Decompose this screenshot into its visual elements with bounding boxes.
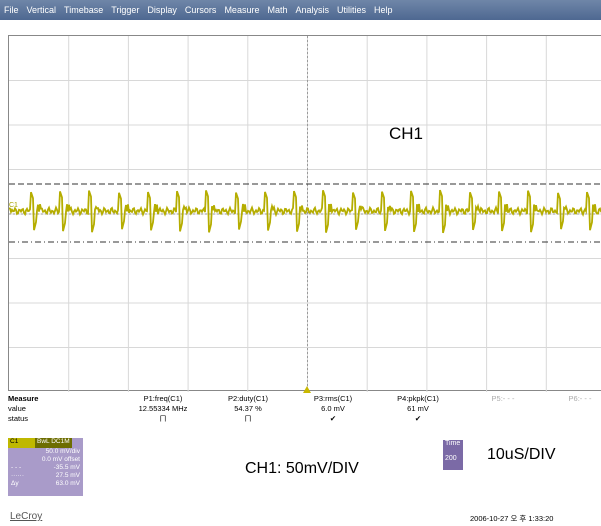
menu-trigger[interactable]: Trigger [111, 5, 140, 15]
cursor1-value: -35.5 mV [53, 464, 80, 471]
delta-y-value: 63.0 mV [55, 480, 80, 487]
volts-per-div: 50.0 mV/div [45, 448, 80, 455]
measure-table: Measure P1:freq(C1) P2:duty(C1) P3:rms(C… [8, 394, 601, 434]
trigger-position-icon[interactable] [303, 386, 311, 393]
check-icon: ✔ [414, 414, 422, 423]
measure-value-p3: 6.0 mV [321, 404, 345, 413]
waveform-grid [9, 36, 601, 392]
measure-value-p2: 54.37 % [234, 404, 262, 413]
timebase-value: 200 [445, 455, 457, 462]
measure-header-p3[interactable]: P3:rms(C1) [313, 394, 353, 403]
cursor2-label: ······ [11, 472, 24, 479]
cursor2-value: 27.5 mV [55, 472, 80, 479]
measure-value-row: value 12.55334 MHz 54.37 % 6.0 mV 61 mV [8, 404, 601, 414]
measure-value-p1: 12.55334 MHz [138, 404, 188, 413]
check-icon: ✔ [329, 414, 337, 423]
menu-display[interactable]: Display [147, 5, 177, 15]
channel-tag: C1 [8, 438, 35, 448]
timestamp: 2006-10-27 오 후 1:33:20 [470, 514, 554, 523]
pulse-status-icon: ⨅ [245, 414, 251, 423]
channel-offset: 0.0 mV offset [41, 456, 80, 463]
menu-analysis[interactable]: Analysis [295, 5, 329, 15]
channel-annotation: CH1 [389, 124, 424, 143]
menu-utilities[interactable]: Utilities [336, 5, 366, 15]
menu-help[interactable]: Help [374, 5, 393, 15]
menu-timebase[interactable]: Timebase [64, 5, 104, 15]
measure-value-p4: 61 mV [407, 404, 429, 413]
measure-header-p6[interactable]: P6:- - - [568, 394, 592, 403]
menu-cursors[interactable]: Cursors [184, 5, 217, 15]
channel-descriptor-c1[interactable]: C1 BwL DC1M 50.0 mV/div 0.0 mV offset - … [8, 438, 83, 496]
pulse-status-icon: ⨅ [160, 414, 166, 423]
vertical-scale-note: CH1: 50mV/DIV [245, 460, 359, 477]
measure-header-p2[interactable]: P2:duty(C1) [227, 394, 269, 403]
timebase-descriptor[interactable]: Time 200 [443, 440, 463, 470]
menu-file[interactable]: File [4, 5, 19, 15]
measure-title: Measure [8, 394, 39, 403]
menu-measure[interactable]: Measure [224, 5, 260, 15]
ch1-waveform-trace [9, 189, 601, 234]
measure-header-p5[interactable]: P5:- - - [491, 394, 515, 403]
measure-header-p4[interactable]: P4:pkpk(C1) [397, 394, 439, 403]
time-scale-note: 10uS/DIV [487, 446, 556, 463]
value-label: value [8, 404, 26, 413]
measure-status-row: status ⨅ ⨅ ✔ ✔ [8, 414, 601, 424]
cursor1-label: - - - [11, 464, 22, 471]
coupling-mode: BwL DC1M [35, 438, 72, 448]
measure-header-p1[interactable]: P1:freq(C1) [143, 394, 183, 403]
trace-marker: C1 [9, 202, 18, 209]
delta-y-label: Δy [11, 480, 19, 487]
menu-vertical[interactable]: Vertical [26, 5, 57, 15]
menu-math[interactable]: Math [267, 5, 288, 15]
measure-header-row: Measure P1:freq(C1) P2:duty(C1) P3:rms(C… [8, 394, 601, 404]
lecroy-logo: LeCroy [10, 511, 43, 522]
scope-display: CH1 C1 [8, 35, 601, 392]
status-label: status [8, 414, 29, 423]
timebase-title: Time [445, 440, 461, 447]
menu-bar: File Vertical Timebase Trigger Display Cursor… [0, 0, 601, 20]
